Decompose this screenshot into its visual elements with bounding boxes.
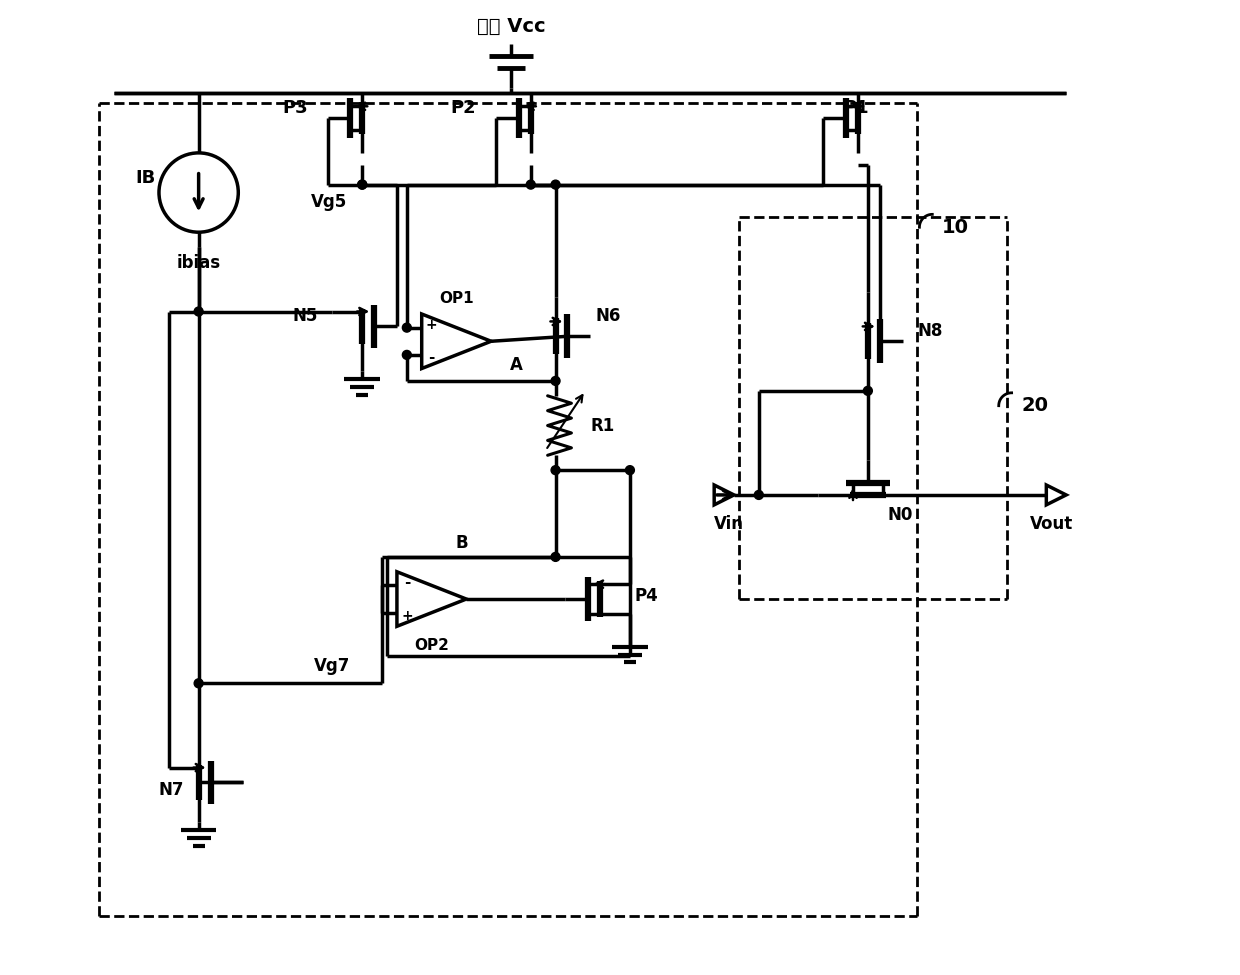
Text: N6: N6: [595, 307, 620, 326]
Circle shape: [625, 466, 635, 475]
Circle shape: [358, 180, 367, 189]
Text: +: +: [425, 318, 438, 332]
Circle shape: [551, 180, 560, 189]
Text: N8: N8: [918, 323, 942, 340]
Text: Vg5: Vg5: [311, 192, 347, 211]
Circle shape: [551, 466, 560, 475]
Text: 电源 Vcc: 电源 Vcc: [476, 17, 546, 36]
Text: Vout: Vout: [1029, 515, 1073, 532]
Text: A: A: [510, 356, 522, 374]
Text: Vin: Vin: [714, 515, 744, 532]
Text: ibias: ibias: [176, 254, 221, 272]
Text: R1: R1: [590, 416, 615, 435]
Text: N0: N0: [888, 506, 913, 524]
Text: P2: P2: [450, 99, 476, 117]
Text: OP1: OP1: [439, 292, 474, 306]
Text: 20: 20: [1022, 396, 1049, 415]
Text: P3: P3: [281, 99, 308, 117]
Text: B: B: [455, 534, 467, 552]
Text: N5: N5: [293, 307, 317, 326]
Text: -: -: [429, 350, 435, 366]
Circle shape: [863, 386, 872, 395]
Text: 10: 10: [942, 217, 970, 237]
Circle shape: [754, 490, 764, 499]
Text: +: +: [401, 608, 413, 623]
Circle shape: [195, 307, 203, 316]
Text: N7: N7: [159, 781, 184, 799]
Circle shape: [551, 376, 560, 385]
Circle shape: [358, 180, 367, 189]
Text: IB: IB: [135, 169, 156, 186]
Circle shape: [526, 180, 536, 189]
Text: P1: P1: [843, 99, 869, 117]
Circle shape: [195, 679, 203, 687]
Text: OP2: OP2: [414, 639, 449, 653]
Text: Vg7: Vg7: [314, 657, 351, 676]
Circle shape: [551, 553, 560, 562]
Text: P4: P4: [635, 587, 658, 605]
Circle shape: [402, 323, 412, 332]
Text: -: -: [404, 575, 410, 590]
Circle shape: [402, 350, 412, 360]
